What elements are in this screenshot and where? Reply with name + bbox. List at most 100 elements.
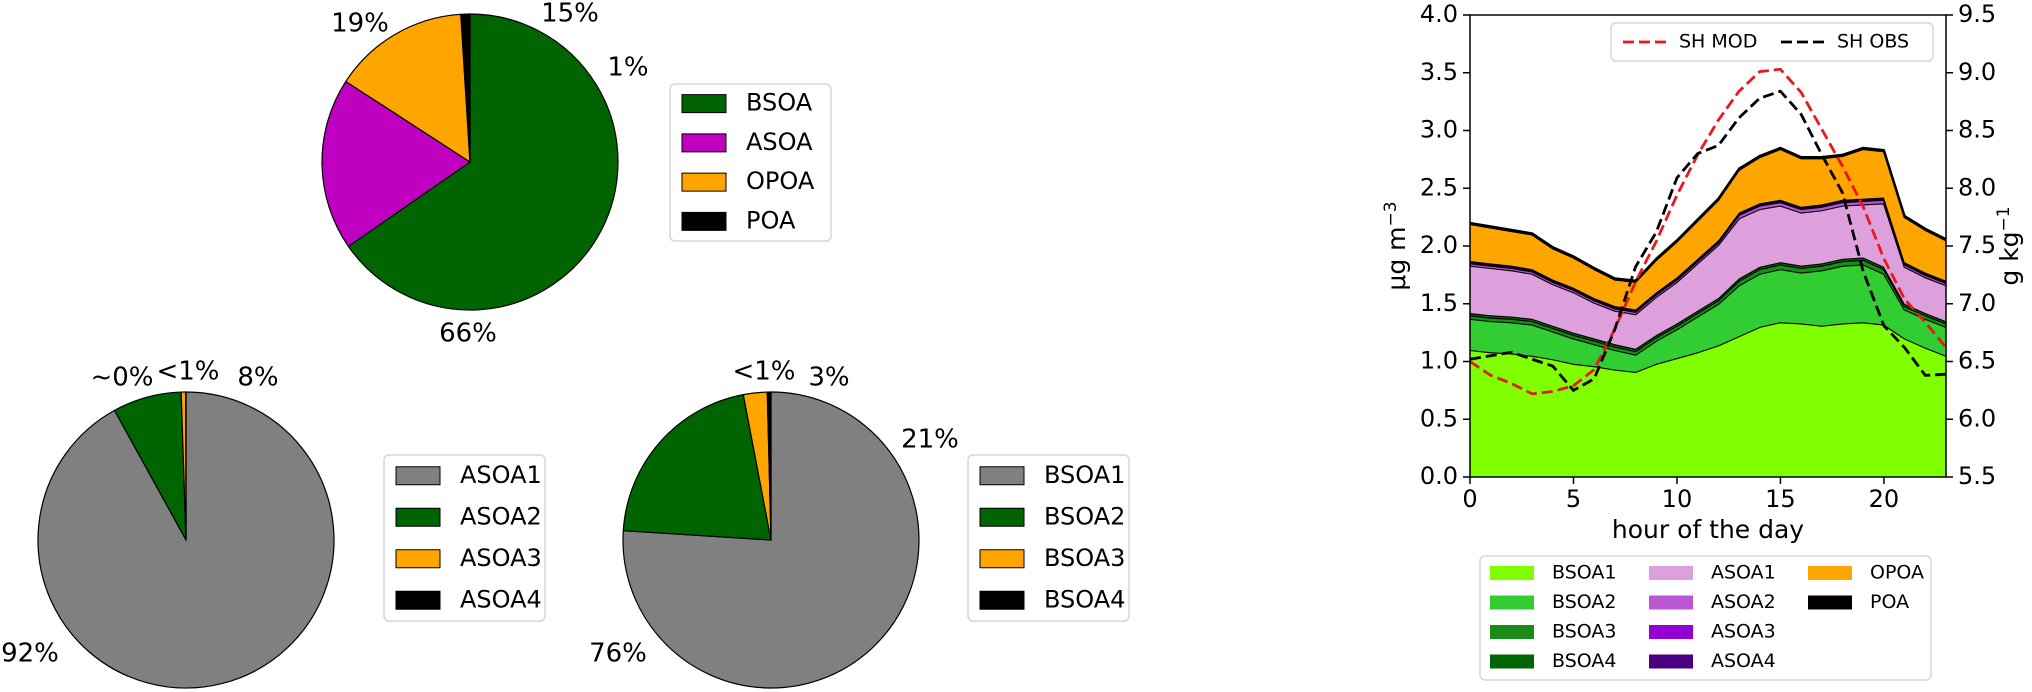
area-legend-label-bsoa2: BSOA2 [1552, 591, 1616, 613]
y-tick-label: 4.0 [1420, 0, 1458, 28]
y-tick-label: 3.5 [1420, 58, 1458, 86]
legend-swatch-opoa [681, 172, 727, 192]
area-legend-label-poa: POA [1870, 591, 1909, 613]
legend-swatch-bsoa2 [979, 507, 1025, 527]
y2-axis-label: g kg−1 [1994, 206, 2024, 285]
pct-label-opoa: 15% [541, 0, 599, 29]
pct-label-asoa3: <1% [156, 357, 219, 387]
legend-label-asoa: ASOA [746, 128, 813, 156]
area-legend-label-asoa3: ASOA3 [1711, 621, 1776, 643]
legend-swatch-asoa2 [395, 507, 441, 527]
line-sh-obs [1470, 89, 1946, 393]
y-tick-label: 0.0 [1420, 462, 1458, 490]
legend-label-bsoa2: BSOA2 [1044, 502, 1125, 530]
line-legend-label-sh-mod: SH MOD [1679, 31, 1757, 53]
pie-chart-soa-types: 66% 19% 15% 1% [321, 0, 649, 349]
area-legend-label-bsoa1: BSOA1 [1552, 562, 1616, 584]
pct-label-bsoa3: 3% [808, 363, 849, 393]
legend-label-opoa: OPOA [746, 167, 815, 195]
y2-tick-label: 8.0 [1958, 173, 1996, 201]
area-legend-label-bsoa4: BSOA4 [1552, 650, 1616, 672]
pct-label-bsoa1: 76% [589, 639, 647, 669]
pct-label-poa: 1% [607, 53, 648, 83]
pct-label-asoa4: ~0% [90, 363, 153, 393]
x-tick-label: 10 [1662, 485, 1693, 513]
pie-slice-bsoa1 [622, 391, 920, 689]
pie-slice-bsoa [347, 13, 619, 311]
line-legend-frame [1610, 22, 1934, 62]
pie-slice-bsoa2 [622, 394, 772, 541]
pie-slice-opoa [345, 13, 471, 163]
area-legend-swatch-asoa1 [1649, 566, 1693, 580]
y-tick-label: 1.5 [1420, 289, 1458, 317]
pie-chart-asoa-volatility: 92% 8% <1%~0% [1, 357, 335, 689]
diurnal-area-chart: 0 5 10 15 20 0.0 0.5 1.0 1.5 2.0 2.5 3.0 3.5 4.0 5.5 6.… [1381, 0, 2024, 681]
pie-slice-asoa [321, 80, 471, 247]
legend-frame [383, 454, 546, 622]
pie-slice-poa [460, 13, 471, 163]
legend-label-asoa1: ASOA1 [460, 461, 542, 489]
legend-label-poa: POA [746, 206, 796, 234]
y-tick-label: 2.0 [1420, 231, 1458, 259]
legend-soa-types: BSOA ASOA OPOA POA [669, 83, 832, 242]
area-legend-swatch-poa [1808, 595, 1852, 610]
area-legend-swatch-asoa3 [1649, 625, 1693, 639]
legend-frame [967, 454, 1130, 622]
y-tick-label: 3.0 [1420, 116, 1458, 144]
plot-area [1470, 67, 1946, 477]
area-asoa1 [1470, 203, 1946, 349]
legend-bsoa: BSOA1 BSOA2 BSOA3 BSOA4 [967, 454, 1130, 622]
area-legend-swatch-bsoa4 [1490, 654, 1534, 669]
area-legend-label-asoa1: ASOA1 [1711, 562, 1776, 584]
legend-label-bsoa: BSOA [746, 89, 813, 117]
y-axis-label: μg m−3 [1381, 201, 1411, 290]
area-legend-swatch-asoa4 [1649, 654, 1693, 669]
legend-swatch-asoa1 [395, 466, 441, 486]
y2-tick-label: 9.0 [1958, 58, 1996, 86]
legend-label-asoa3: ASOA3 [460, 544, 542, 572]
y2-tick-label: 6.5 [1958, 347, 1996, 375]
y2-tick-label: 7.5 [1958, 231, 1996, 259]
y-tick-label: 1.0 [1420, 347, 1458, 375]
y2-tick-label: 9.5 [1958, 0, 1996, 28]
legend-label-asoa4: ASOA4 [460, 585, 542, 613]
y2-tick-label: 5.5 [1958, 462, 1996, 490]
legend-swatch-asoa [681, 133, 727, 153]
legend-frame [669, 83, 832, 242]
legend-swatch-asoa3 [395, 549, 441, 569]
area-legend-label-bsoa3: BSOA3 [1552, 621, 1616, 643]
area-legend-swatch-bsoa2 [1490, 595, 1534, 610]
area-legend-swatch-asoa2 [1649, 595, 1693, 610]
area-legend-label-asoa4: ASOA4 [1711, 650, 1776, 672]
legend-asoa: ASOA1 ASOA2 ASOA3 ASOA4 [383, 454, 546, 622]
pct-label-asoa: 19% [331, 9, 389, 39]
area-legend-swatch-bsoa3 [1490, 625, 1534, 639]
x-tick-label: 0 [1462, 485, 1477, 513]
pie-slice-bsoa4 [766, 391, 772, 541]
legend-label-asoa2: ASOA2 [460, 502, 542, 530]
x-tick-label: 20 [1869, 485, 1900, 513]
y2-tick-label: 7.0 [1958, 289, 1996, 317]
pct-label-bsoa4: <1% [732, 357, 795, 387]
line-sh-mod [1470, 67, 1946, 396]
legend-swatch-bsoa3 [979, 549, 1025, 569]
legend-swatch-bsoa [681, 94, 727, 114]
pct-label-bsoa2: 21% [901, 425, 959, 455]
legend-swatch-bsoa1 [979, 466, 1025, 486]
y2-tick-label: 6.0 [1958, 404, 1996, 432]
legend-label-bsoa1: BSOA1 [1044, 461, 1125, 489]
pct-label-bsoa: 66% [439, 319, 497, 349]
line-legend-label-sh-obs: SH OBS [1837, 31, 1909, 53]
legend-swatch-bsoa4 [979, 590, 1025, 610]
x-tick-label: 5 [1566, 485, 1581, 513]
area-legend-label-opoa: OPOA [1870, 562, 1924, 584]
x-axis-label: hour of the day [1612, 515, 1804, 544]
x-tick-label: 15 [1765, 485, 1796, 513]
legend-label-bsoa3: BSOA3 [1044, 544, 1125, 572]
pct-label-asoa2: 8% [237, 363, 278, 393]
legend-label-bsoa4: BSOA4 [1044, 585, 1125, 613]
area-edge-poa [1470, 146, 1946, 282]
y2-tick-label: 8.5 [1958, 116, 1996, 144]
y-tick-label: 2.5 [1420, 173, 1458, 201]
